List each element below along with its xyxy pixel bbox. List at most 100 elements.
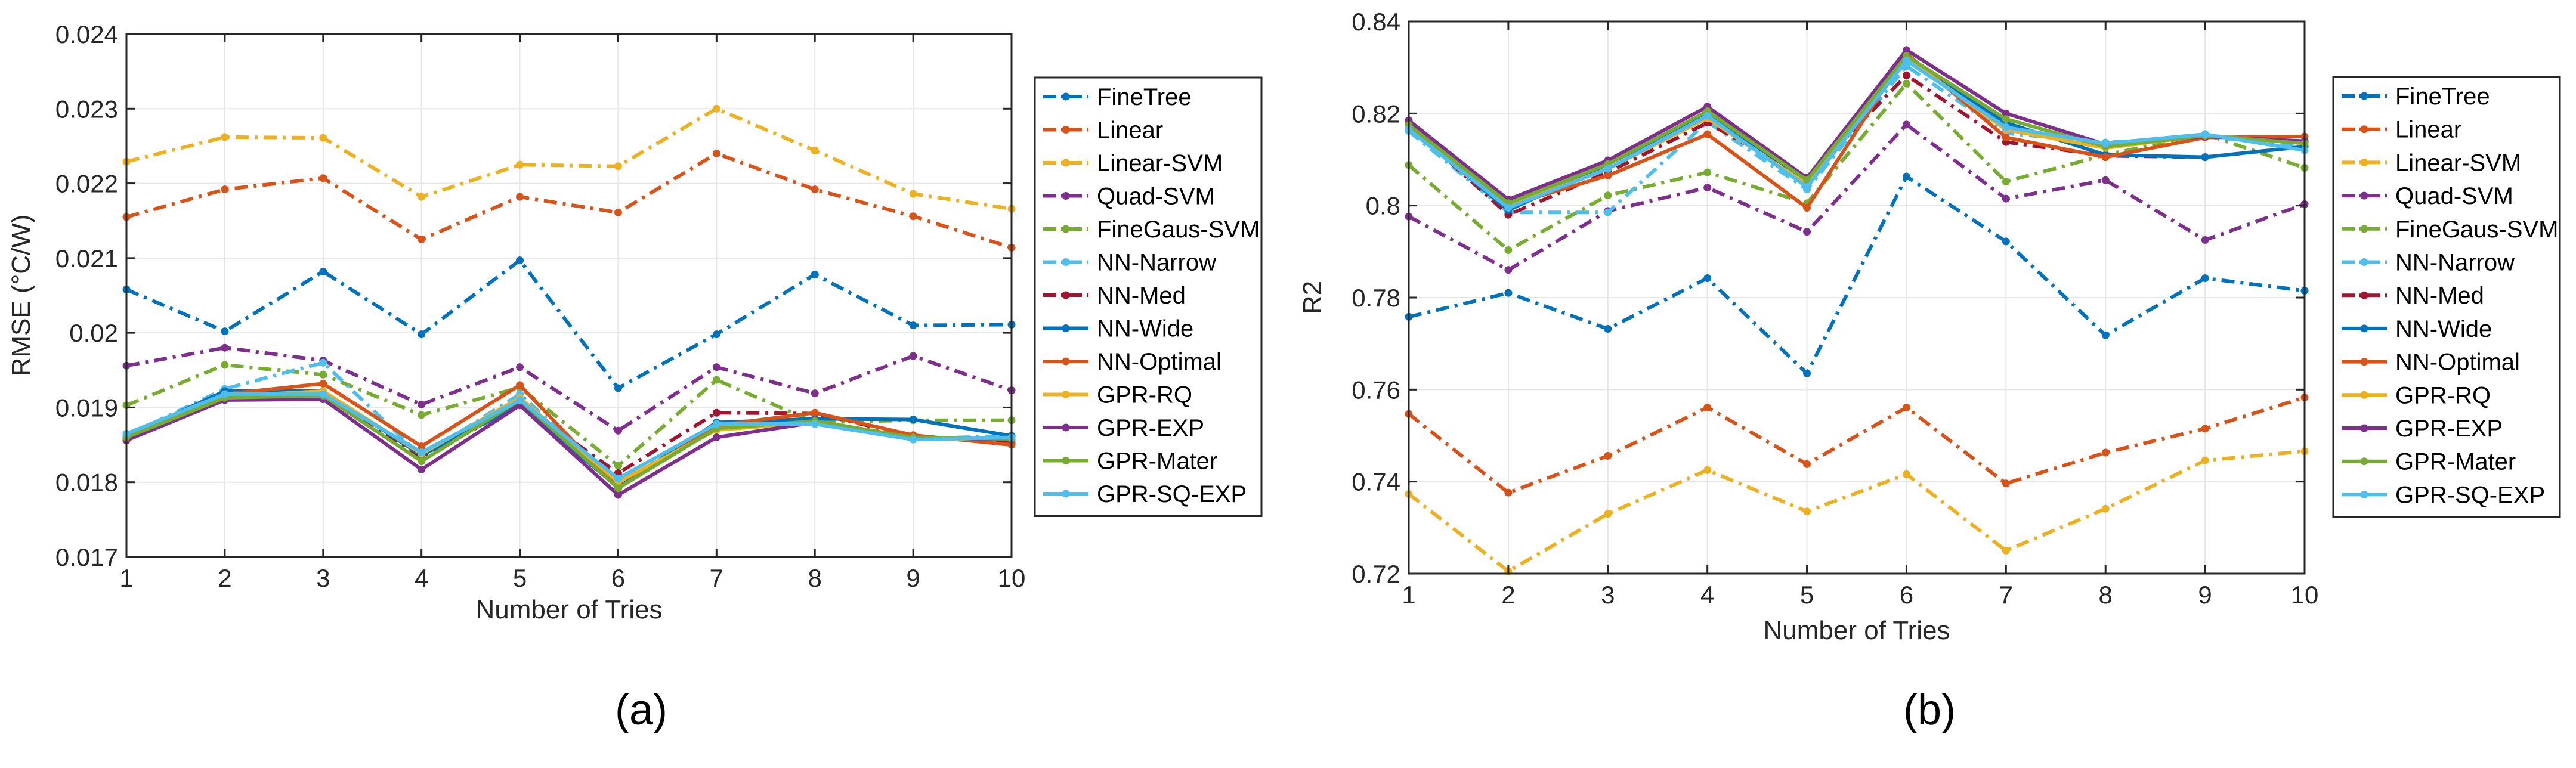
x-axis-label: Number of Tries: [476, 595, 663, 624]
y-tick-label: 0.02: [69, 319, 118, 347]
data-point-quad-svm: [811, 389, 819, 398]
data-point-linear-svm: [1703, 466, 1712, 474]
y-tick-label: 0.74: [1352, 468, 1400, 496]
x-tick-label: 3: [1601, 581, 1615, 609]
panel-label: (b): [1903, 686, 1956, 734]
data-point-nn-optimal: [2002, 133, 2010, 141]
legend-entry: GPR-RQ: [2395, 382, 2491, 408]
legend-marker-nn-wide: [1062, 324, 1070, 332]
x-tick-label: 10: [2291, 581, 2319, 609]
x-tick-label: 6: [611, 564, 625, 592]
axes-box: [125, 33, 1013, 558]
data-point-finegaus-svm: [614, 462, 622, 470]
data-point-quad-svm: [1902, 120, 1910, 129]
data-point-quad-svm: [712, 363, 720, 371]
legend-entry: NN-Med: [2395, 283, 2484, 309]
legend-marker-linear: [2360, 125, 2368, 134]
data-point-linear-svm: [319, 134, 327, 142]
data-point-gpr-sq-exp: [614, 474, 622, 482]
legend-marker-nn-wide: [2360, 324, 2368, 333]
y-tick-label: 0.021: [55, 244, 118, 272]
data-point-linear: [712, 149, 720, 157]
data-point-linear: [2101, 448, 2110, 457]
x-tick-label: 8: [808, 564, 822, 592]
legend-entry: Linear: [1097, 117, 1163, 144]
data-point-quad-svm: [2002, 194, 2010, 203]
data-point-linear-svm: [2002, 546, 2010, 555]
data-point-finetree: [811, 270, 819, 278]
series-line-finetree: [1408, 175, 2305, 376]
data-point-quad-svm: [614, 426, 622, 435]
data-point-quad-svm: [2201, 236, 2209, 244]
data-point-nn-med: [1902, 71, 1910, 79]
y-tick-label: 0.72: [1352, 560, 1400, 588]
series-line-linear-svm: [126, 107, 1012, 211]
legend-entry: GPR-Mater: [1097, 448, 1217, 475]
series-line-linear: [1408, 395, 2305, 495]
data-point-finetree: [614, 384, 622, 392]
legend-entry: NN-Optimal: [2395, 349, 2520, 376]
series-line-nn-optimal: [125, 382, 1012, 490]
data-point-linear: [2002, 479, 2010, 488]
panel-label: (a): [615, 686, 667, 734]
data-point-gpr-sq-exp: [1604, 165, 1612, 173]
series-line-gpr-sq-exp: [1408, 58, 2305, 210]
data-point-finetree: [418, 330, 426, 339]
data-point-finegaus-svm: [319, 370, 327, 379]
data-point-quad-svm: [2101, 176, 2110, 184]
legend-marker-finetree: [1062, 92, 1070, 101]
series-line-nn-optimal: [1408, 52, 2305, 210]
data-point-linear-svm: [811, 146, 819, 154]
data-point-quad-svm: [909, 352, 917, 360]
legend-marker-gpr-rq: [1062, 391, 1070, 398]
data-point-gpr-sq-exp: [418, 448, 426, 457]
data-point-finetree: [221, 327, 229, 336]
legend-marker-quad-svm: [1062, 192, 1070, 200]
legend-entry: GPR-Mater: [2395, 449, 2516, 475]
legend-marker-gpr-mater: [2360, 457, 2368, 466]
data-point-gpr-exp: [2002, 109, 2010, 117]
data-point-linear: [614, 208, 622, 216]
data-point-finetree: [712, 330, 720, 339]
panel-b-r2-chart: 1 2 3 4 5 6 7 8 9 10 0.72 0.74 0.76 0.78 0.8 0.82 0.84 Nu…: [1298, 8, 2561, 734]
series-line-gpr-mater: [125, 394, 1012, 490]
data-point-linear-svm: [418, 193, 426, 201]
data-point-quad-svm: [221, 343, 229, 352]
y-tick-label: 0.76: [1352, 376, 1400, 404]
plot-area: [126, 34, 1012, 557]
data-point-finetree: [1604, 324, 1612, 333]
data-point-gpr-sq-exp: [319, 390, 327, 398]
legend-entry: NN-Optimal: [1097, 349, 1221, 375]
data-point-finetree: [2201, 274, 2209, 283]
y-tick-label: 0.84: [1352, 8, 1400, 36]
legend-marker-gpr-rq: [2360, 391, 2368, 399]
data-point-gpr-sq-exp: [221, 390, 229, 398]
data-point-nn-med: [712, 408, 720, 417]
data-point-finetree: [1703, 274, 1712, 283]
y-tick-label: 0.023: [55, 95, 118, 123]
series-line-linear-svm: [1408, 449, 2305, 574]
y-axis-label: R2: [1298, 281, 1327, 314]
data-point-gpr-sq-exp: [811, 420, 819, 428]
series-line-linear: [126, 151, 1012, 250]
series-line-gpr-sq-exp: [125, 392, 1012, 481]
legend-entry: FineGaus-SVM: [2395, 216, 2558, 243]
data-point-finegaus-svm: [1703, 168, 1712, 176]
legend-marker-finegaus-svm: [1062, 225, 1070, 233]
data-point-finetree: [319, 267, 327, 275]
legend-entry: Quad-SVM: [2395, 183, 2513, 209]
series-line-finetree: [125, 258, 1012, 390]
data-point-linear: [811, 185, 819, 194]
data-point-gpr-sq-exp: [516, 396, 524, 404]
legend-entry: GPR-SQ-EXP: [1097, 481, 1247, 507]
legend-entry: GPR-RQ: [1097, 382, 1192, 408]
legend-marker-linear-svm: [2360, 158, 2368, 166]
y-tick-label: 0.019: [55, 394, 118, 422]
legend-marker-nn-narrow: [1062, 258, 1070, 266]
data-point-nn-optimal: [1803, 204, 1811, 212]
legend-marker-gpr-exp: [2360, 424, 2368, 432]
x-tick-label: 10: [998, 564, 1026, 592]
data-point-finegaus-svm: [1504, 246, 1513, 255]
data-point-nn-optimal: [2101, 153, 2110, 162]
y-tick-label: 0.018: [55, 469, 118, 497]
